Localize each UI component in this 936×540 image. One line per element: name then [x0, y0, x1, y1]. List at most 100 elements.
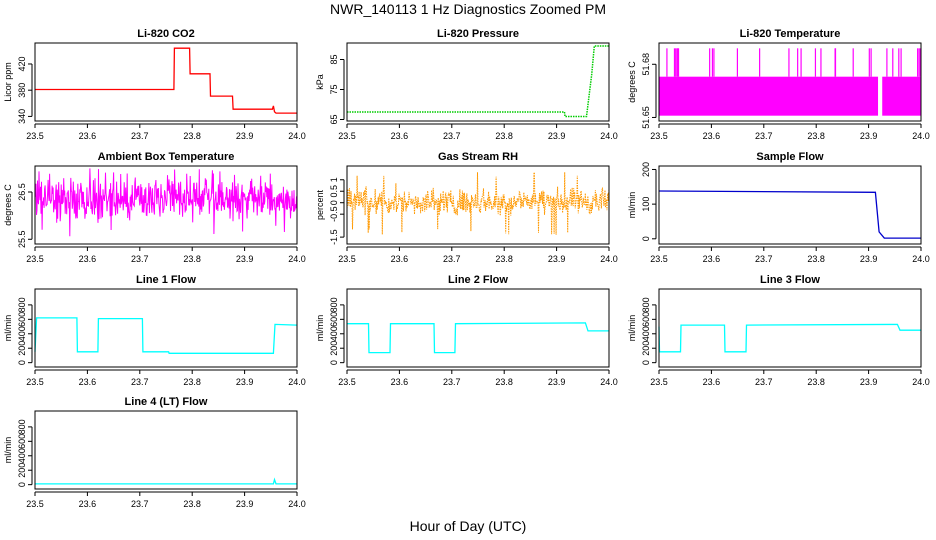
x-tick-label: 23.6 — [391, 377, 409, 387]
chart-panel: Li-820 Temperature degrees C 23.5 23.6 23.7 2… — [627, 28, 930, 141]
x-tick-label: 23.8 — [183, 499, 201, 509]
y-tick-label: 0 — [17, 482, 27, 487]
chart-title: Li-820 Pressure — [437, 28, 519, 40]
y-axis-label: ml/min — [627, 192, 637, 219]
y-tick-label: 0 — [329, 360, 339, 365]
y-tick-label: 0 — [329, 200, 339, 205]
y-tick-label: 420 — [17, 56, 27, 71]
x-tick-label: 24.0 — [600, 377, 618, 387]
data-series — [35, 47, 297, 114]
x-tick-label: 24.0 — [288, 254, 306, 264]
y-tick-label: 100 — [641, 197, 651, 212]
chart-panel: Line 4 (LT) Flow ml/min 23.5 23.6 23.7 23.8 23… — [3, 396, 306, 509]
y-tick-label: 25.5 — [17, 231, 27, 249]
chart-panel: Sample Flow ml/min 23.5 23.6 23.7 23.8 23.9 24.… — [627, 151, 930, 264]
plot-frame — [346, 42, 610, 122]
x-tick-label: 23.7 — [131, 131, 149, 141]
chart-title: Gas Stream RH — [438, 151, 518, 163]
x-tick-label: 23.9 — [860, 377, 878, 387]
y-axis-label: degrees C — [627, 61, 637, 103]
series-band — [659, 76, 879, 116]
x-tick-label: 24.0 — [912, 254, 930, 264]
x-tick-label: 24.0 — [912, 131, 930, 141]
chart-title: Sample Flow — [756, 151, 824, 163]
chart-panel: Line 1 Flow ml/min 23.5 23.6 23.7 23.8 23.9 24.… — [3, 274, 306, 387]
x-tick-label: 23.5 — [26, 254, 44, 264]
y-axis-label: kPa — [315, 74, 325, 90]
chart-panel: Ambient Box Temperature degrees C 23.5 23.6… — [3, 151, 306, 264]
x-tick-label: 23.9 — [548, 377, 566, 387]
y-tick-label: 75 — [329, 84, 339, 94]
y-tick-label: 800 — [17, 419, 27, 434]
x-tick-label: 23.8 — [495, 131, 513, 141]
y-tick-label: 51.65 — [641, 106, 651, 129]
y-tick-label: 200 — [17, 463, 27, 478]
plot-frame — [658, 42, 922, 122]
y-tick-label: 600 — [17, 434, 27, 449]
y-tick-label: 0 — [17, 360, 27, 365]
y-axis-label: ml/min — [627, 315, 637, 342]
y-tick-label: 200 — [641, 341, 651, 356]
x-tick-label: 23.5 — [338, 377, 356, 387]
x-tick-label: 23.7 — [131, 377, 149, 387]
y-tick-label: 51.68 — [641, 53, 651, 76]
x-tick-label: 23.9 — [236, 377, 254, 387]
x-tick-label: 23.7 — [443, 377, 461, 387]
chart-panel: Gas Stream RH percent 23.5 23.6 23.7 23.8 23.9… — [315, 151, 618, 264]
x-tick-label: 23.7 — [443, 131, 461, 141]
x-tick-label: 23.6 — [79, 499, 97, 509]
x-tick-label: 23.9 — [548, 254, 566, 264]
x-tick-label: 23.7 — [131, 499, 149, 509]
y-axis-label: Licor ppm — [3, 62, 13, 102]
data-series — [658, 323, 921, 353]
y-tick-label: 65 — [329, 114, 339, 124]
y-tick-label: 400 — [329, 326, 339, 341]
x-tick-label: 23.9 — [236, 499, 254, 509]
x-tick-label: 23.6 — [391, 131, 409, 141]
y-tick-label: 400 — [17, 326, 27, 341]
plot-frame — [658, 288, 922, 368]
data-series — [659, 48, 921, 116]
x-tick-label: 23.9 — [548, 131, 566, 141]
y-tick-label: -1.5 — [329, 229, 339, 245]
x-tick-label: 23.6 — [391, 254, 409, 264]
x-tick-label: 23.5 — [26, 499, 44, 509]
x-tick-label: 24.0 — [600, 254, 618, 264]
y-tick-label: 26.5 — [17, 183, 27, 201]
x-tick-label: 24.0 — [912, 377, 930, 387]
y-tick-label: 200 — [17, 341, 27, 356]
chart-panel: Line 3 Flow ml/min 23.5 23.6 23.7 23.8 23.9 24.… — [627, 274, 930, 387]
y-tick-label: 200 — [641, 162, 651, 177]
y-axis-label: ml/min — [3, 315, 13, 342]
x-tick-label: 23.6 — [79, 377, 97, 387]
x-tick-label: 23.5 — [26, 131, 44, 141]
chart-title: Line 4 (LT) Flow — [125, 396, 208, 408]
x-tick-label: 23.7 — [755, 131, 773, 141]
series-band — [882, 76, 921, 116]
x-tick-label: 24.0 — [288, 499, 306, 509]
x-tick-label: 24.0 — [600, 131, 618, 141]
series-line — [35, 477, 297, 485]
plot-frame — [34, 288, 298, 368]
chart-title: Line 3 Flow — [760, 274, 820, 286]
chart-title: Line 1 Flow — [136, 274, 196, 286]
x-tick-label: 23.8 — [807, 254, 825, 264]
series-line — [658, 190, 921, 239]
y-tick-label: 380 — [17, 83, 27, 98]
y-axis-label: ml/min — [315, 315, 325, 342]
x-tick-label: 24.0 — [288, 131, 306, 141]
x-tick-label: 23.5 — [650, 254, 668, 264]
x-tick-label: 23.6 — [79, 254, 97, 264]
x-tick-label: 23.8 — [807, 377, 825, 387]
y-tick-label: 800 — [17, 297, 27, 312]
series-line — [347, 45, 609, 118]
y-axis-label: percent — [315, 189, 325, 220]
series-line — [346, 172, 610, 235]
data-series — [35, 477, 297, 485]
plot-frame — [34, 165, 298, 245]
y-tick-label: 400 — [641, 326, 651, 341]
plot-frame — [658, 165, 922, 245]
data-series — [34, 168, 298, 237]
y-axis-label: ml/min — [3, 437, 13, 464]
